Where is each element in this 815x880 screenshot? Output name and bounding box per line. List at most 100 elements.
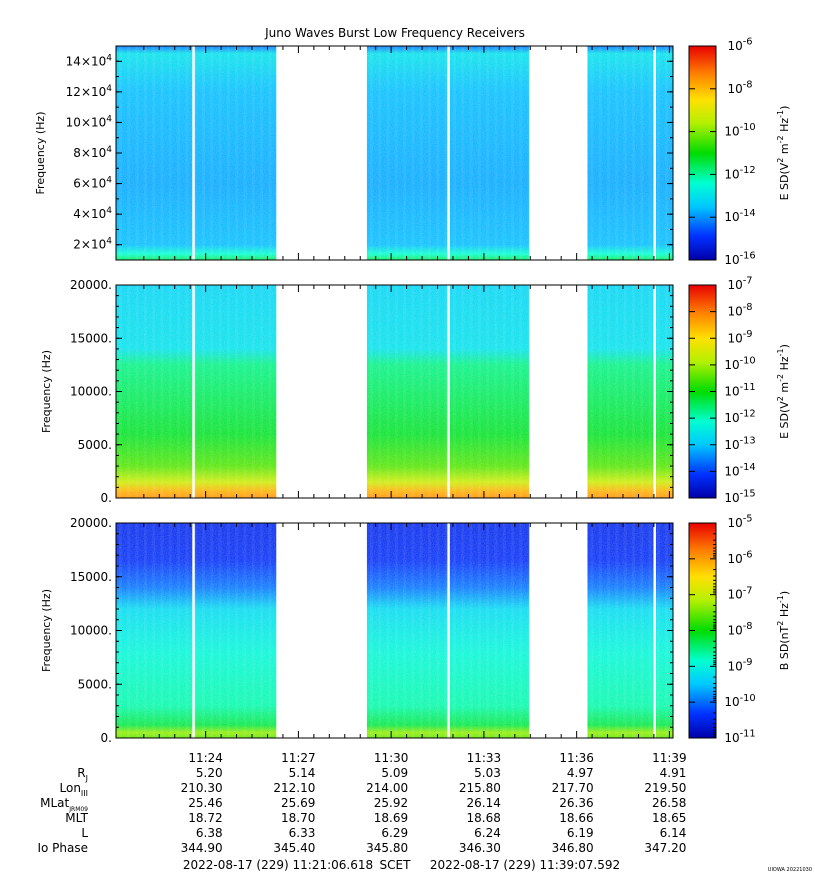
y-tick-label: 12×104: [66, 84, 113, 99]
ephemeris-value: 212.10: [273, 781, 315, 795]
x-tick-label: 11:36: [559, 751, 594, 765]
x-tick-label: 11:39: [652, 751, 687, 765]
colorbar-tick-label: 10-8: [727, 79, 752, 95]
colorbar-tick-label: 10-13: [724, 435, 755, 451]
data-gap-line: [192, 46, 195, 260]
data-gap-line: [653, 46, 656, 260]
colorbar: 10-6 10-8 10-10 10-12 10-14 10-16 E SD(V2 m-2 …: [688, 37, 791, 267]
data-gap-line: [653, 523, 656, 738]
data-gap-line: [192, 523, 195, 738]
ephemeris-value: 25.46: [188, 796, 222, 810]
y-tick-label: 15000.: [70, 331, 112, 345]
x-tick-label: 11:33: [467, 751, 502, 765]
spectrogram-panel-3: 0. 5000. 10000. 15000. 20000. Frequency (Hz) 1…: [40, 514, 791, 745]
ephemeris-value: 18.72: [188, 811, 222, 825]
colorbar-tick-label: 10-16: [724, 251, 755, 267]
footer-end-time: 2022-08-17 (229) 11:39:07.592: [430, 858, 620, 872]
ephemeris-value: 4.97: [567, 766, 594, 780]
y-tick-label: 5000.: [78, 677, 112, 691]
colorbar: 10-7 10-8 10-9 10-10 10-11 10-12 10-13 10-14 10-…: [688, 276, 791, 505]
spectrogram-segment: [587, 285, 673, 498]
y-tick-label: 10000.: [70, 385, 112, 399]
colorbar-tick-label: 10-9: [727, 657, 752, 673]
colorbar-tick-label: 10-12: [724, 165, 755, 181]
colorbar-tick-label: 10-14: [724, 208, 755, 224]
ephemeris-row-label: L: [81, 826, 88, 840]
colorbar-tick-label: 10-8: [727, 621, 752, 637]
ephemeris-value: 6.19: [567, 826, 594, 840]
ephemeris-value: 5.20: [196, 766, 223, 780]
ephemeris-value: 347.20: [644, 841, 686, 855]
ephemeris-value: 18.65: [652, 811, 686, 825]
ephemeris-value: 214.00: [366, 781, 408, 795]
y-tick-label: 15000.: [70, 570, 112, 584]
data-gap-line: [192, 285, 195, 498]
colorbar-tick-label: 10-15: [724, 489, 755, 505]
spectrogram-segment: [116, 285, 277, 498]
ephemeris-value: 18.69: [374, 811, 408, 825]
ephemeris-value: 18.68: [467, 811, 501, 825]
data-gap-line: [447, 46, 450, 260]
colorbar-tick-label: 10-11: [724, 382, 755, 398]
data-gap-line: [447, 285, 450, 498]
colorbar-tick-label: 10-11: [724, 729, 755, 745]
y-tick-label: 4×104: [73, 206, 112, 221]
ephemeris-row-label: LonIII: [60, 781, 89, 798]
ephemeris-value: 210.30: [181, 781, 223, 795]
x-tick-label: 11:30: [374, 751, 409, 765]
ephemeris-row-label: MLT: [65, 811, 88, 825]
y-tick-label: 0.: [101, 731, 112, 745]
ephemeris-value: 18.66: [559, 811, 593, 825]
ephemeris-value: 344.90: [181, 841, 223, 855]
ephemeris-value: 6.38: [196, 826, 223, 840]
y-tick-label: 20000.: [70, 278, 112, 292]
chart-title: Juno Waves Burst Low Frequency Receivers: [264, 26, 525, 40]
ephemeris-value: 25.92: [374, 796, 408, 810]
colorbar-tick-label: 10-10: [724, 355, 755, 371]
y-tick-label: 14×104: [66, 53, 113, 68]
colorbar-tick-label: 10-7: [727, 585, 752, 601]
ephemeris-row-label: MLatJRM09: [40, 796, 88, 813]
ephemeris-value: 6.33: [289, 826, 316, 840]
y-axis-label: Frequency (Hz): [40, 350, 53, 433]
ephemeris-value: 6.29: [381, 826, 408, 840]
y-axis-label: Frequency (Hz): [40, 589, 53, 672]
colorbar-label: E SD(V2 m-2 Hz-1): [776, 344, 791, 439]
footer-credit: UIOWA 20221030: [768, 867, 812, 873]
ephemeris-value: 4.91: [660, 766, 687, 780]
colorbar-tick-label: 10-9: [727, 329, 752, 345]
y-tick-label: 10×104: [66, 114, 113, 129]
ephemeris-row-label: Io Phase: [37, 841, 88, 855]
y-tick-label: 2×104: [73, 237, 112, 252]
spectrogram-segment: [587, 523, 673, 738]
ephemeris-value: 18.70: [281, 811, 315, 825]
ephemeris-value: 219.50: [644, 781, 686, 795]
spectrogram-segment: [116, 523, 277, 738]
ephemeris-value: 346.80: [552, 841, 594, 855]
x-tick-label: 11:27: [281, 751, 316, 765]
ephemeris-value: 215.80: [459, 781, 501, 795]
ephemeris-value: 5.03: [474, 766, 501, 780]
colorbar-tick-label: 10-10: [724, 693, 755, 709]
spectrogram-segment: [116, 46, 277, 260]
ephemeris-value: 217.70: [552, 781, 594, 795]
ephemeris-value: 345.80: [366, 841, 408, 855]
colorbar-tick-label: 10-14: [724, 462, 755, 478]
ephemeris-value: 26.36: [559, 796, 593, 810]
y-tick-label: 0.: [101, 491, 112, 505]
y-tick-label: 5000.: [78, 438, 112, 452]
y-tick-label: 20000.: [70, 516, 112, 530]
ephemeris-value: 26.14: [467, 796, 501, 810]
spectrogram-panel-1: 2×104 4×104 6×104 8×104 10×104 12×104 14×104 Fr…: [34, 37, 791, 267]
ephemeris-value: 6.14: [660, 826, 687, 840]
colorbar-tick-label: 10-5: [727, 514, 752, 530]
y-axis-label: Frequency (Hz): [34, 112, 47, 195]
colorbar-label: B SD(nT2 Hz-1): [776, 591, 791, 670]
ephemeris-value: 26.58: [652, 796, 686, 810]
ephemeris-value: 345.40: [273, 841, 315, 855]
colorbar-label: E SD(V2 m-2 Hz-1): [776, 106, 791, 201]
y-tick-label: 6×104: [73, 176, 112, 191]
colorbar: 10-5 10-6 10-7 10-8 10-9 10-10 10-11 B SD(nT2 H…: [688, 514, 791, 745]
footer-start-time: 2022-08-17 (229) 11:21:06.618: [183, 858, 373, 872]
